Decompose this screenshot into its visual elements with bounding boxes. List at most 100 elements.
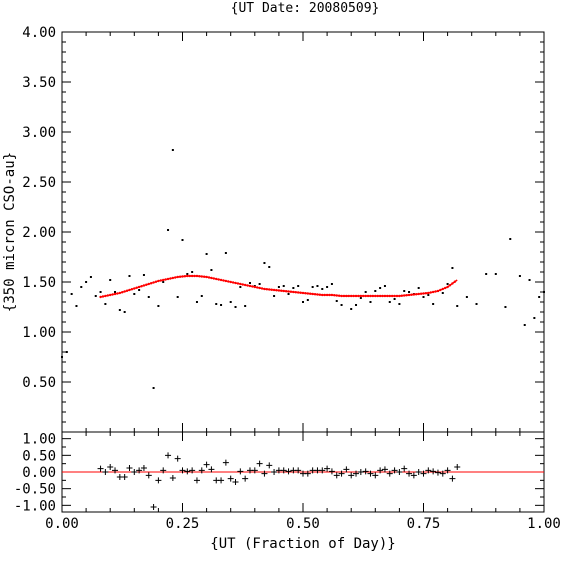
residual-point [232,479,239,485]
x-tick-labels: 0.00 0.25 0.50 0.75 1.00 [45,516,561,532]
residual-axis-ticks: -1.00-0.500.000.501.00 [14,432,545,514]
data-point [75,305,78,307]
fit-point [174,276,177,279]
fit-point [311,292,314,296]
fit-point [357,294,360,298]
fit-point [272,288,276,292]
residual-point [444,467,451,474]
fit-point [219,278,223,282]
fit-point [99,295,102,299]
fit-point [390,294,394,298]
fit-point [407,293,411,297]
residual-point [333,472,340,479]
residual-point [150,504,157,510]
data-point [359,297,362,299]
fit-point [224,279,228,283]
fit-point [277,289,281,292]
data-point [186,273,189,275]
fit-point [183,275,187,278]
fit-point [280,289,283,292]
residual-point [328,468,335,475]
fit-point [116,292,119,295]
residual-point [396,469,403,475]
fit-point [140,285,143,288]
fit-point [318,293,322,296]
res-y-tick-label: 0.50 [22,448,56,464]
residual-point [343,466,350,473]
data-point [355,304,358,306]
fit-point [176,275,179,279]
data-point [379,287,382,289]
y-axis-label: {350 micron CSO-au} [2,152,18,312]
fit-point [453,280,457,283]
fit-point [263,287,266,291]
data-point [374,290,377,292]
residual-point [184,468,191,475]
residual-point [145,472,152,479]
fit-point [188,274,191,278]
data-point [118,309,121,311]
residual-point [222,459,229,466]
fit-point [316,293,319,296]
residual-point [140,465,147,471]
fit-point [304,292,307,295]
fit-point [202,275,206,278]
fit-point [162,278,165,282]
residual-point [430,468,437,475]
fit-curve [99,274,458,299]
fit-point [309,292,312,295]
residual-point [198,467,205,474]
fit-point [234,281,237,285]
data-point [369,301,372,303]
fit-point [366,294,370,298]
data-point [475,303,478,305]
data-point [224,252,227,254]
fit-point [415,293,418,296]
fit-point [147,282,150,286]
data-point [268,266,271,268]
fit-point [369,294,372,298]
data-point [282,285,285,287]
fit-point [412,293,416,296]
residual-points [97,452,461,510]
residual-point [174,455,181,462]
fit-point [294,291,297,294]
fit-point [347,294,350,298]
fit-point [190,274,194,278]
fit-point [195,274,199,278]
fit-point [362,294,365,298]
fit-point [123,290,126,293]
fit-point [325,293,329,297]
data-point [340,304,343,306]
res-y-tick-label: -1.00 [14,498,56,514]
residual-panel: -1.00-0.500.000.501.00 [14,431,545,514]
y-tick-label: 3.00 [22,125,56,141]
fit-point [236,282,240,285]
data-point [287,293,290,295]
fit-point [121,291,124,294]
data-point [70,293,73,295]
fit-point [159,279,163,282]
fit-point [133,287,136,290]
data-point [509,238,512,240]
fit-point [403,294,406,297]
fit-point [282,289,285,293]
fit-point [152,281,155,284]
data-point [383,285,386,287]
fit-point [410,293,413,296]
data-point [244,305,247,307]
data-point [80,286,83,288]
main-axis-ticks: 0.50 1.00 1.50 2.00 2.50 3.00 3.50 4.00 [22,25,545,432]
residual-point [208,466,215,473]
fit-point [431,290,435,294]
fit-point [145,283,148,286]
fit-point [137,285,141,289]
fit-point [374,294,377,298]
fit-point [424,292,428,295]
y-tick-label: 3.50 [22,75,56,91]
y-tick-label: 4.00 [22,25,56,41]
data-point [504,306,507,308]
data-point [220,304,223,306]
fit-point [118,291,122,295]
data-point [543,291,545,293]
